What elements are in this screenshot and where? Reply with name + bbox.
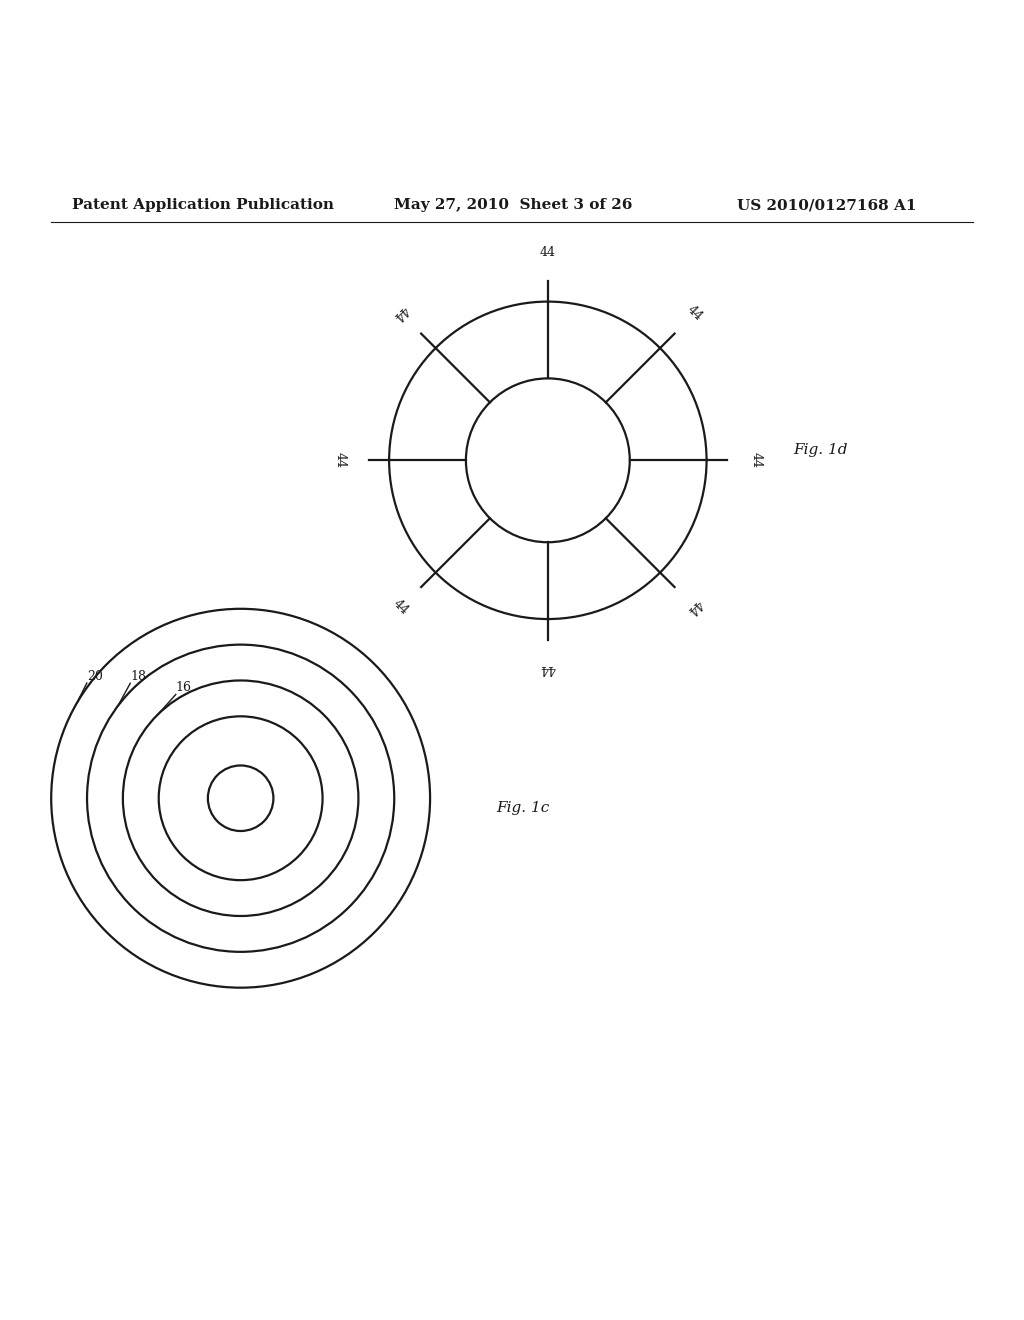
Text: US 2010/0127168 A1: US 2010/0127168 A1 [737,198,916,213]
Text: 18: 18 [130,671,146,684]
Text: 44: 44 [334,453,346,469]
Text: 44: 44 [540,661,556,675]
Text: 44: 44 [390,304,411,323]
Text: 44: 44 [685,597,706,618]
Text: Patent Application Publication: Patent Application Publication [72,198,334,213]
Text: Fig. 1d: Fig. 1d [794,444,848,457]
Text: 16: 16 [176,681,191,694]
Text: 44: 44 [750,453,762,469]
Text: 44: 44 [390,597,411,618]
Text: Fig. 1c: Fig. 1c [497,801,550,816]
Text: 44: 44 [540,246,556,259]
Text: May 27, 2010  Sheet 3 of 26: May 27, 2010 Sheet 3 of 26 [394,198,633,213]
Text: 20: 20 [87,671,102,682]
Text: 44: 44 [685,304,706,323]
